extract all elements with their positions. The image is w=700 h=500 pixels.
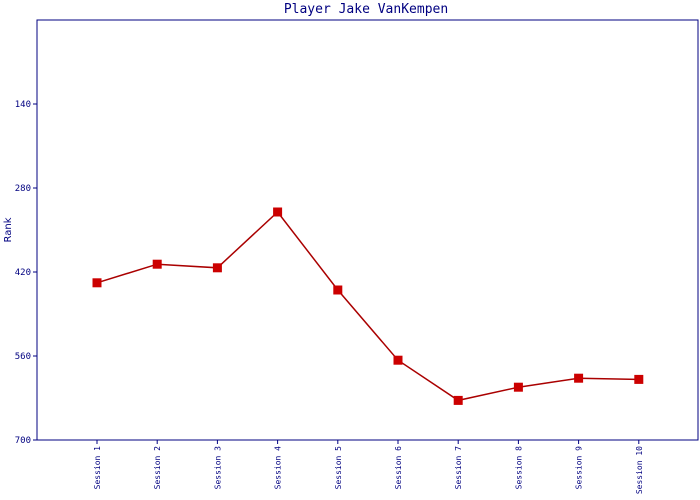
x-tick-label: Session 1: [93, 446, 102, 490]
y-tick-label: 420: [15, 268, 31, 278]
y-tick-label: 560: [15, 352, 31, 362]
y-axis-label: Rank: [3, 217, 14, 242]
data-point-marker: [333, 285, 343, 295]
plot-area-frame: [36, 19, 699, 441]
data-point-marker: [152, 259, 162, 269]
series-line: [96, 210, 639, 402]
x-tick-label: Session 9: [575, 446, 584, 490]
x-tick-label: Session 2: [153, 446, 162, 490]
x-tick-label: Session 8: [514, 446, 523, 490]
series-layer: [92, 207, 644, 405]
y-tick-label: 140: [15, 100, 31, 110]
x-tick-label: Session 5: [334, 446, 343, 490]
data-point-marker: [574, 373, 584, 383]
x-tick-label: Session 7: [454, 446, 463, 490]
x-tick-label: Session 10: [635, 446, 644, 494]
x-tick-label: Session 6: [394, 446, 403, 490]
data-point-marker: [393, 355, 403, 365]
y-tick-label: 700: [15, 436, 31, 446]
x-tick-label: Session 4: [274, 446, 283, 490]
data-point-marker: [212, 263, 222, 273]
data-point-marker: [513, 382, 523, 392]
data-point-marker: [273, 207, 283, 217]
y-axis-ticks: 140 280 420 560 700: [15, 100, 37, 446]
y-tick-label: 280: [15, 184, 31, 194]
data-point-marker: [634, 374, 644, 384]
x-axis-ticks: Session 1 Session 2 Session 3 Session 4 Sess…: [93, 440, 644, 494]
chart-title: Player Jake VanKempen: [284, 2, 448, 17]
data-point-marker: [453, 395, 463, 405]
x-tick-label: Session 3: [213, 446, 222, 490]
data-point-marker: [92, 278, 102, 288]
